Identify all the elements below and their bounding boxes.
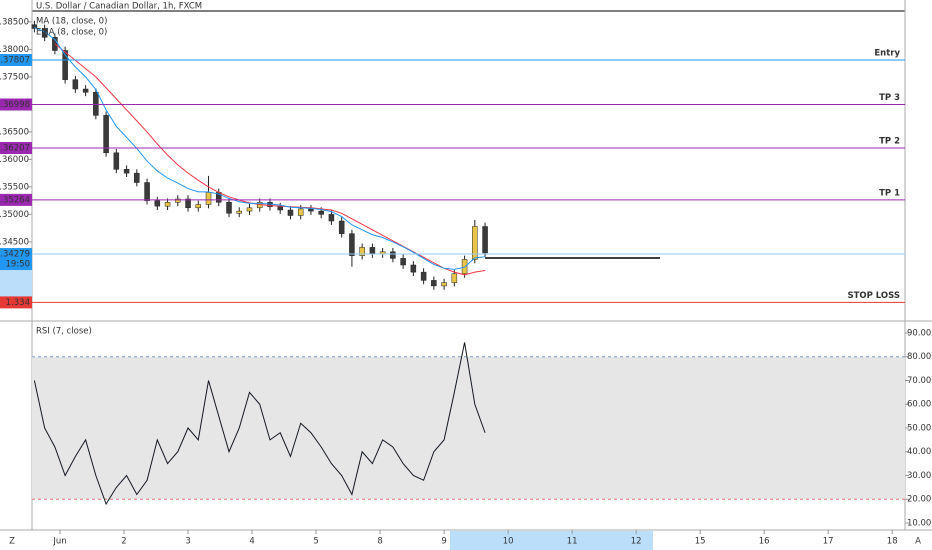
x-tick-label: Jun <box>52 537 66 547</box>
y2-tick-label: 60.00 <box>907 400 931 410</box>
last-price-label: 1.34279 <box>0 250 30 260</box>
level-label: TP 2 <box>879 137 900 147</box>
level-tag-label: 1.37807 <box>0 56 30 66</box>
y2-tick-label: 80.00 <box>907 352 931 362</box>
level-label: TP 3 <box>879 93 900 103</box>
candle-body <box>154 200 161 207</box>
candle-body <box>185 198 191 209</box>
level-tag <box>0 54 32 67</box>
candle-body <box>359 247 365 256</box>
x-tick-label: 16 <box>759 537 770 547</box>
candle-body <box>349 233 355 256</box>
y2-tick-label: 50.00 <box>907 423 931 433</box>
candle-body <box>246 207 253 212</box>
candle-body <box>390 251 396 259</box>
level-tag <box>0 193 32 206</box>
x-tick-label: 15 <box>695 537 706 547</box>
y-tick-label: 1.36000 <box>0 155 29 165</box>
level-label: TP 1 <box>879 188 900 198</box>
rsi-line <box>33 342 486 506</box>
indicator-line <box>34 26 486 270</box>
candle-body <box>441 282 447 287</box>
candle-body <box>41 28 48 38</box>
time-selection <box>450 531 653 550</box>
x-tick-label: 9 <box>441 537 446 547</box>
candle-body <box>369 247 376 255</box>
candle-body <box>62 50 68 80</box>
candle-body <box>472 226 478 260</box>
x-tick-label: 10 <box>503 537 514 547</box>
candle-body <box>308 208 314 212</box>
candle-body <box>410 264 417 273</box>
candle-body <box>93 92 99 116</box>
x-tick-label: 8 <box>377 537 382 547</box>
candle-body <box>236 210 242 214</box>
last-price-tag <box>0 248 32 271</box>
candle-body <box>482 226 488 254</box>
y-tick-label: 1.37500 <box>0 72 29 82</box>
x-tick-label: 4 <box>249 537 254 547</box>
candle-body <box>31 24 38 29</box>
y2-tick-label: 20.00 <box>907 495 931 505</box>
x-tick-label: 11 <box>567 537 578 547</box>
candle-body <box>164 202 171 207</box>
candle-body <box>400 258 406 266</box>
candle-body <box>338 220 345 234</box>
y2-tick-label: 10.00 <box>907 518 931 528</box>
y2-tick-label: 90.00 <box>907 328 931 338</box>
x-tick-label: 2 <box>121 537 126 547</box>
candle-body <box>144 182 150 201</box>
x-tick-label: 12 <box>631 537 642 547</box>
x-tick-label: 18 <box>887 537 898 547</box>
candle-body <box>318 210 324 215</box>
legend-entry: MA (18, close, 0) <box>36 17 107 27</box>
candle-body <box>451 273 458 283</box>
candle-body <box>134 172 140 183</box>
candle-body <box>287 209 294 216</box>
candle-body <box>103 115 109 154</box>
candle-body <box>431 280 437 287</box>
y2-tick-label: 30.00 <box>907 471 931 481</box>
candle-body <box>328 214 335 222</box>
candle-body <box>72 79 79 90</box>
candle-body <box>175 198 181 203</box>
candle-body <box>195 204 202 209</box>
legend-entry: EMA (8, close, 0) <box>36 28 107 38</box>
level-label: Entry <box>874 49 900 59</box>
level-tag <box>0 142 32 155</box>
candle-body <box>113 152 120 170</box>
candle-body <box>123 169 130 174</box>
level-tag-label: 1.35264 <box>0 195 30 205</box>
y2-tick-label: 70.00 <box>907 376 931 386</box>
y-tick-label: 1.36500 <box>0 127 29 137</box>
x-tick-label: 17 <box>823 537 834 547</box>
auto-button[interactable]: A <box>915 537 921 547</box>
level-tag <box>0 296 32 309</box>
level-label: STOP LOSS <box>847 291 900 301</box>
level-tag-label: 1.36998 <box>0 100 30 110</box>
y-tick-label: 1.38500 <box>0 17 29 27</box>
level-tag-label: 1.334 <box>6 298 30 308</box>
rsi-band <box>32 356 905 500</box>
candle-body <box>277 206 283 211</box>
scale-button[interactable]: Z <box>9 537 15 547</box>
y2-tick-label: 40.00 <box>907 447 931 457</box>
pane-title: RSI (7, close) <box>36 327 92 337</box>
y-tick-label: 1.35000 <box>0 210 29 220</box>
x-tick-label: 5 <box>313 537 318 547</box>
candle-body <box>226 202 232 214</box>
y-tick-label: 1.34500 <box>0 237 29 247</box>
candle-body <box>420 271 427 281</box>
countdown-label: 19:50 <box>6 260 31 270</box>
y-tick-label: 1.35500 <box>0 182 29 192</box>
candle-body <box>205 192 212 205</box>
x-tick-label: 3 <box>185 537 190 547</box>
level-tag <box>0 98 32 111</box>
candle-body <box>82 88 89 93</box>
y-tick-label: 1.38000 <box>0 45 29 55</box>
candle-body <box>297 208 304 216</box>
level-tag-label: 1.36207 <box>0 144 30 154</box>
chart-title: U.S. Dollar / Canadian Dollar, 1h, FXCM <box>36 2 202 12</box>
